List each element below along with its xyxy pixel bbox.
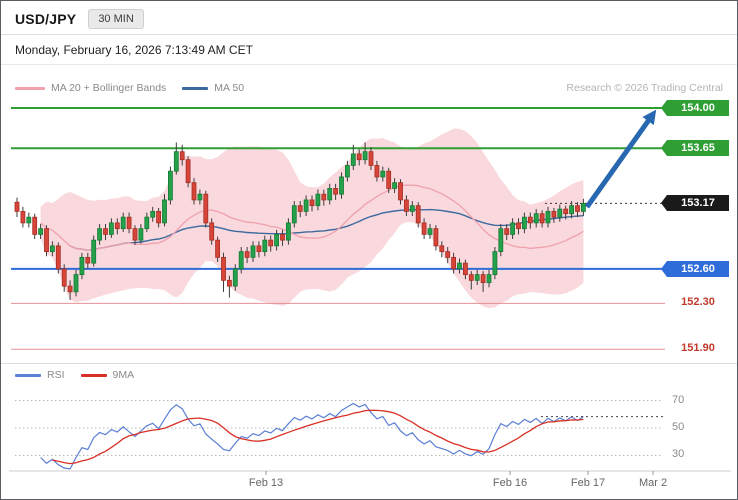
- x-tick-feb-16: Feb 16: [492, 477, 528, 489]
- ma20-bollinger-label: MA 20 + Bollinger Bands: [51, 82, 167, 94]
- rsi-swatch: [15, 373, 41, 377]
- date-divider: [1, 64, 737, 65]
- symbol-title: USD/JPY: [15, 11, 77, 27]
- rsi-tick-50: 50: [672, 421, 685, 433]
- price-tag-target: 154.00: [661, 100, 729, 116]
- rsi-9ma-swatch: [80, 373, 107, 377]
- rsi-9ma-label: 9MA: [112, 369, 135, 381]
- price-tag-last-price: 153.17: [661, 195, 729, 212]
- x-tick-feb-17: Feb 17: [570, 477, 606, 489]
- ma50-label: MA 50: [214, 82, 245, 94]
- rsi-panel-divider: [1, 363, 737, 364]
- timeframe-badge: 30 MIN: [88, 9, 144, 29]
- date-line: Monday, February 16, 2026 7:13:49 AM CET: [15, 43, 253, 57]
- price-text-support-2: 152.30: [681, 296, 715, 309]
- rsi-tick-30: 30: [672, 448, 685, 460]
- rsi-legend: RSI 9MA: [15, 369, 134, 381]
- x-tick-mar-2: Mar 2: [638, 477, 668, 489]
- research-credit: Research © 2026 Trading Central: [566, 82, 723, 94]
- rsi-tick-70: 70: [672, 394, 685, 406]
- price-tag-support: 152.60: [661, 260, 729, 277]
- header: USD/JPY 30 MIN: [15, 9, 144, 29]
- header-divider: [1, 34, 737, 35]
- ma50-swatch: [182, 86, 209, 90]
- rsi-label: RSI: [47, 369, 65, 381]
- x-tick-feb-13: Feb 13: [248, 477, 284, 489]
- ma20-bollinger-swatch: [15, 86, 45, 90]
- price-tag-resistance: 153.65: [661, 140, 729, 157]
- price-text-support-3: 151.90: [681, 342, 715, 355]
- main-legend: MA 20 + Bollinger Bands MA 50: [15, 82, 244, 94]
